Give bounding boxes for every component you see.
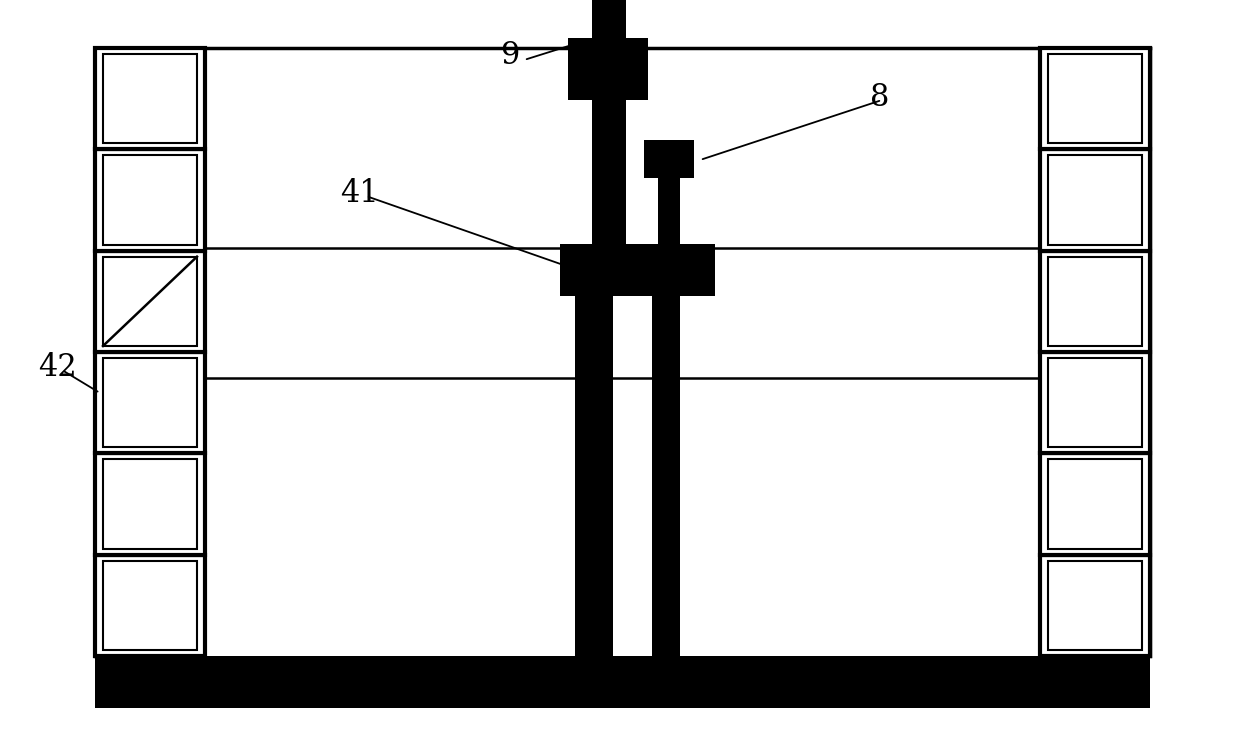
Bar xyxy=(575,296,613,656)
Text: 8: 8 xyxy=(870,83,889,114)
Bar xyxy=(644,140,694,178)
Text: 41: 41 xyxy=(340,178,378,209)
Bar xyxy=(103,155,197,245)
Text: 42: 42 xyxy=(38,353,77,384)
Bar xyxy=(591,0,626,244)
Bar xyxy=(95,149,205,251)
Bar xyxy=(103,54,197,143)
Bar xyxy=(1040,453,1149,555)
Bar xyxy=(1048,155,1142,245)
Bar xyxy=(1048,459,1142,548)
Bar xyxy=(1040,555,1149,656)
Bar xyxy=(560,244,715,296)
Bar xyxy=(1040,251,1149,352)
Bar xyxy=(568,38,649,100)
Bar xyxy=(652,296,680,656)
Bar xyxy=(658,148,680,378)
Text: 9: 9 xyxy=(500,41,520,72)
Bar xyxy=(1048,358,1142,447)
Bar xyxy=(1040,48,1149,149)
Bar xyxy=(103,257,197,346)
Bar xyxy=(95,555,205,656)
Bar xyxy=(1048,561,1142,650)
Bar xyxy=(95,656,1149,708)
Bar xyxy=(95,352,205,453)
Bar xyxy=(1048,257,1142,346)
Bar xyxy=(1040,352,1149,453)
Bar xyxy=(95,251,205,352)
Bar xyxy=(103,459,197,548)
Bar xyxy=(95,453,205,555)
Bar xyxy=(95,48,205,149)
Bar xyxy=(1040,149,1149,251)
Bar xyxy=(103,561,197,650)
Bar xyxy=(1048,54,1142,143)
Bar xyxy=(103,358,197,447)
